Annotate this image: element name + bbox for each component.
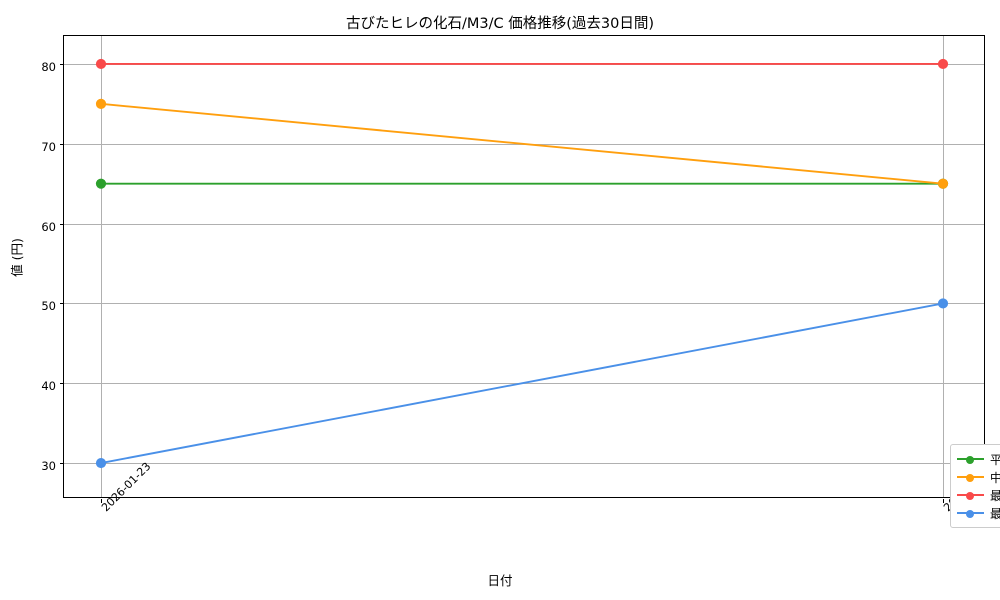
- x-tick-label: 2026-01-24: [941, 460, 995, 514]
- data-point: [937, 298, 949, 309]
- data-point: [937, 178, 949, 189]
- legend-item-3[interactable]: 最高値: [957, 486, 1000, 504]
- legend-marker-icon: [957, 507, 984, 519]
- gridline-vertical: [943, 36, 944, 497]
- legend-marker-icon: [957, 471, 984, 483]
- legend-item-label: 最安値: [990, 506, 1000, 521]
- data-point: [95, 98, 107, 109]
- gridline-horizontal: [64, 303, 984, 305]
- plot-area: 30 40 50 60 70 80 2026-01-23 2026-01-24 平均値中央値…: [41, 35, 1000, 528]
- data-point: [95, 457, 107, 469]
- series-layer: [95, 58, 949, 469]
- data-point: [95, 178, 107, 189]
- legend-item-label: 中央値: [990, 470, 1000, 485]
- legend-marker-icon: [957, 489, 984, 501]
- y-tick-mark: [60, 63, 64, 65]
- gridline-vertical: [101, 36, 102, 497]
- series-3: [95, 58, 949, 70]
- legend-item-4[interactable]: 最安値: [957, 504, 1000, 522]
- legend[interactable]: 平均値中央値最高値最安値: [950, 444, 1000, 528]
- series-4: [95, 298, 949, 469]
- series-line: [100, 302, 944, 465]
- x-axis-title: 日付: [487, 573, 513, 588]
- legend-item-label: 平均値: [990, 452, 1000, 467]
- legend-item-2[interactable]: 中央値: [957, 468, 1000, 486]
- y-tick-label: 50: [41, 299, 56, 314]
- y-tick-label: 80: [41, 59, 56, 74]
- y-tick-label: 40: [41, 379, 56, 394]
- legend-item-1[interactable]: 平均値: [957, 450, 1000, 468]
- series-line: [100, 102, 944, 185]
- y-tick-mark: [60, 303, 64, 305]
- x-tick-mark: [943, 499, 945, 503]
- y-tick-label: 30: [41, 459, 56, 474]
- x-tick-mark: [101, 499, 103, 503]
- y-tick-mark: [60, 143, 64, 145]
- y-tick-label: 60: [41, 219, 56, 234]
- y-tick-label: 70: [41, 139, 56, 154]
- data-point: [95, 58, 107, 70]
- gridline-horizontal: [64, 223, 984, 225]
- y-tick-mark: [60, 463, 64, 465]
- y-tick-mark: [60, 223, 64, 225]
- series-2: [95, 98, 949, 189]
- gridline-horizontal: [64, 463, 984, 465]
- data-point: [937, 58, 949, 70]
- legend-item-label: 最高値: [990, 488, 1000, 503]
- legend-marker-icon: [957, 453, 984, 465]
- page-title: 古びたヒレの化石/M3/C 価格推移(過去30日間): [345, 16, 654, 32]
- x-tick-label: 2026-01-23: [99, 459, 154, 515]
- y-tick-mark: [60, 383, 64, 385]
- series-1: [95, 178, 949, 189]
